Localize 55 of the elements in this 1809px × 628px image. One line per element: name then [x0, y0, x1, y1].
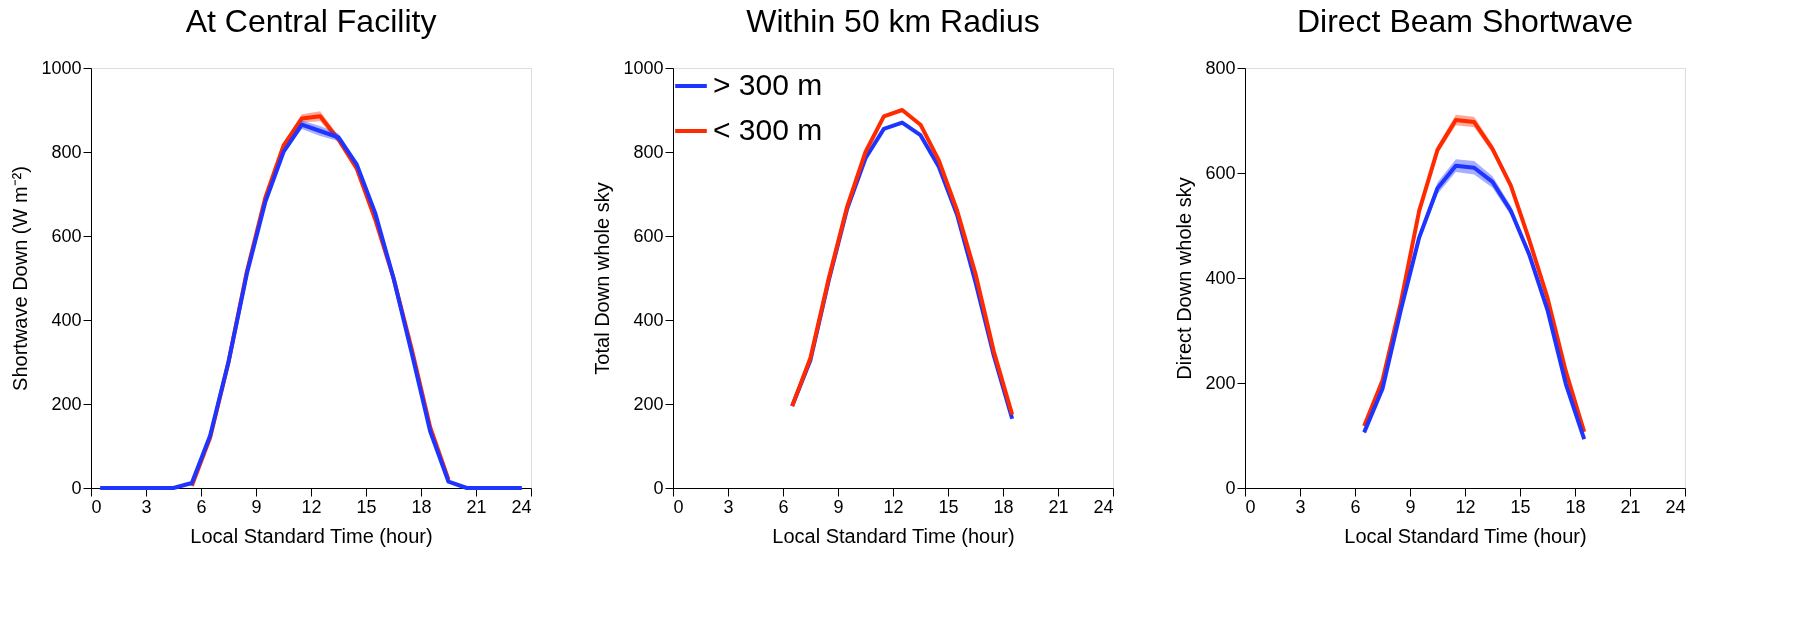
- x-tick-label: 21: [1048, 496, 1069, 517]
- x-tick-label: 6: [196, 496, 207, 517]
- x-tick-label: 6: [1350, 496, 1361, 517]
- x-tick-label: 15: [356, 496, 377, 517]
- legend-label: < 300 m: [713, 113, 823, 146]
- x-tick-label: 6: [778, 496, 789, 517]
- x-tick-label: 15: [1510, 496, 1531, 517]
- x-tick-label: 9: [1405, 496, 1416, 517]
- legend-label: > 300 m: [713, 68, 823, 101]
- y-tick-label: 0: [1225, 477, 1236, 498]
- y-tick-label: 600: [633, 225, 664, 246]
- x-tick-label: 18: [993, 496, 1014, 517]
- x-tick-label: 24: [511, 496, 532, 517]
- x-tick-label: 12: [883, 496, 904, 517]
- x-tick-label: 24: [1093, 496, 1114, 517]
- y-tick-label: 400: [1205, 267, 1236, 288]
- y-tick-label: 0: [653, 477, 664, 498]
- x-tick-label: 0: [673, 496, 684, 517]
- x-tick-label: 21: [466, 496, 487, 517]
- y-tick-label: 400: [633, 309, 664, 330]
- y-tick-label: 200: [633, 393, 664, 414]
- x-tick-label: 0: [91, 496, 102, 517]
- x-axis-title: Local Standard Time (hour): [772, 524, 1015, 547]
- y-tick-label: 200: [51, 393, 82, 414]
- chart-title: Direct Beam Shortwave: [1296, 3, 1634, 39]
- x-tick-label: 18: [1565, 496, 1586, 517]
- x-tick-label: 3: [141, 496, 152, 517]
- x-tick-label: 21: [1620, 496, 1641, 517]
- y-tick-label: 600: [51, 225, 82, 246]
- x-tick-label: 18: [411, 496, 432, 517]
- x-tick-label: 3: [723, 496, 734, 517]
- y-tick-label: 800: [633, 141, 664, 162]
- y-tick-label: 800: [1205, 57, 1236, 78]
- y-tick-label: 0: [71, 477, 82, 498]
- chart-title: At Central Facility: [185, 3, 437, 39]
- x-tick-label: 3: [1295, 496, 1306, 517]
- y-tick-label: 800: [51, 141, 82, 162]
- x-tick-label: 12: [1455, 496, 1476, 517]
- x-tick-label: 15: [938, 496, 959, 517]
- y-tick-label: 200: [1205, 372, 1236, 393]
- x-tick-label: 24: [1665, 496, 1686, 517]
- y-tick-label: 600: [1205, 162, 1236, 183]
- chart-title: Within 50 km Radius: [746, 3, 1040, 39]
- y-axis-title: Direct Down whole sky: [1173, 177, 1196, 380]
- y-tick-label: 1000: [623, 57, 664, 78]
- x-axis-title: Local Standard Time (hour): [190, 524, 433, 547]
- x-tick-label: 12: [301, 496, 322, 517]
- y-axis-title: Total Down whole sky: [591, 182, 614, 375]
- y-tick-label: 1000: [41, 57, 82, 78]
- y-tick-label: 400: [51, 309, 82, 330]
- y-axis-title: Shortwave Down (W m⁻²): [9, 166, 32, 391]
- x-axis-title: Local Standard Time (hour): [1344, 524, 1587, 547]
- x-tick-label: 0: [1245, 496, 1256, 517]
- x-tick-label: 9: [251, 496, 262, 517]
- x-tick-label: 9: [833, 496, 844, 517]
